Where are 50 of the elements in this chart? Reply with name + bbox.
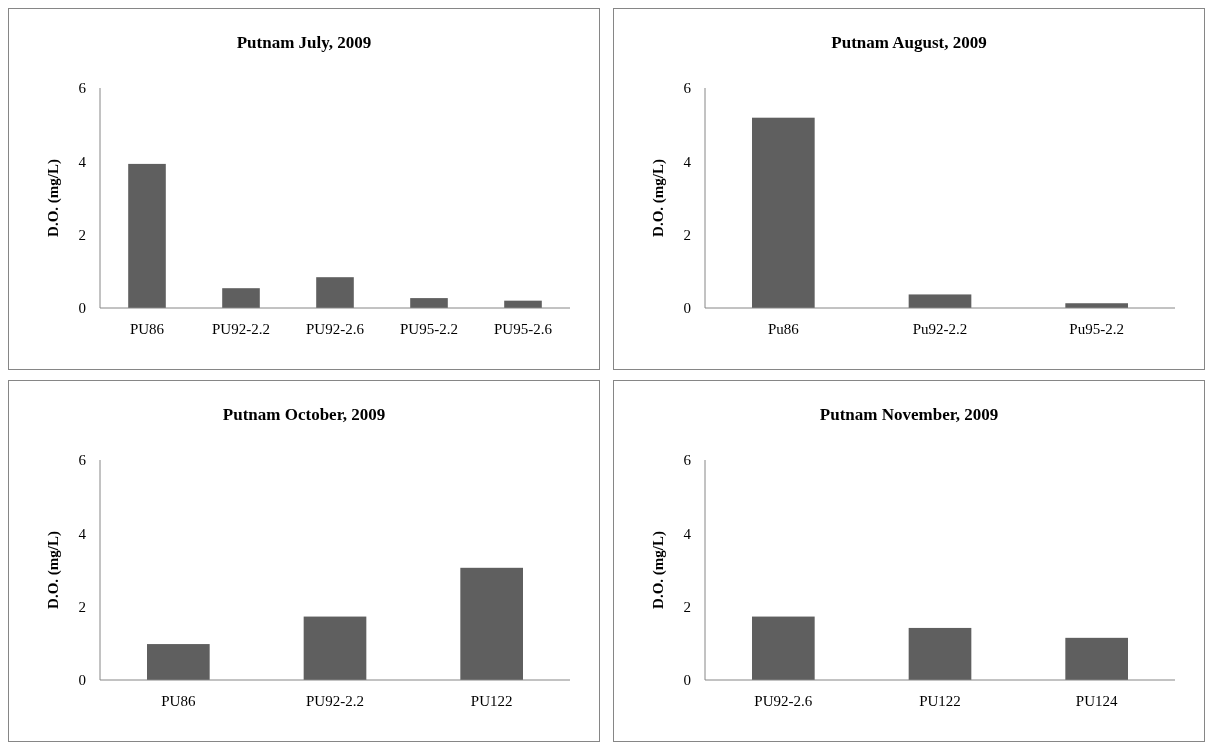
bar (303, 616, 367, 680)
y-axis-title: D.O. (mg/L) (45, 531, 62, 609)
bar (128, 163, 166, 308)
bar (908, 294, 972, 308)
y-tick-label: 0 (683, 300, 691, 317)
bar (752, 117, 815, 308)
x-tick-label: PU92-2.6 (306, 321, 365, 337)
bar (147, 644, 210, 680)
y-tick-label: 6 (683, 452, 692, 469)
chart-title: Putnam October, 2009 (222, 405, 386, 424)
y-tick-label: 6 (78, 80, 87, 97)
bar (1065, 637, 1128, 680)
x-tick-label: PU122 (470, 693, 513, 709)
y-tick-label: 2 (683, 226, 691, 243)
y-tick-label: 4 (78, 525, 87, 542)
bar (752, 616, 815, 680)
x-tick-label: Pu86 (767, 321, 800, 337)
bar (908, 627, 972, 680)
y-axis-title: D.O. (mg/L) (650, 531, 667, 609)
x-tick-label: PU124 (1075, 693, 1118, 709)
x-tick-label: PU92-2.6 (754, 693, 813, 709)
y-axis-title: D.O. (mg/L) (650, 159, 667, 237)
bar (222, 288, 260, 308)
bar (460, 567, 523, 680)
chart-title: Putnam August, 2009 (831, 33, 987, 52)
y-tick-label: 6 (78, 452, 87, 469)
y-tick-label: 4 (78, 153, 87, 170)
y-tick-label: 6 (683, 80, 692, 97)
y-tick-label: 4 (683, 153, 692, 170)
x-tick-label: PU92-2.2 (306, 693, 364, 709)
y-tick-label: 2 (683, 598, 691, 615)
chart-title: Putnam November, 2009 (819, 405, 999, 424)
bar (316, 277, 354, 308)
x-tick-label: PU92-2.2 (212, 321, 270, 337)
x-tick-label: PU95-2.2 (400, 321, 458, 337)
x-tick-label: Pu95-2.2 (1069, 321, 1124, 337)
x-tick-label: PU86 (129, 321, 165, 337)
chart-title: Putnam July, 2009 (236, 33, 372, 52)
y-tick-label: 0 (78, 672, 86, 689)
y-tick-label: 2 (78, 598, 86, 615)
y-tick-label: 0 (78, 300, 86, 317)
y-tick-label: 0 (683, 672, 691, 689)
y-tick-label: 4 (683, 525, 692, 542)
x-tick-label: PU95-2.6 (494, 321, 553, 337)
x-tick-label: PU122 (919, 693, 961, 709)
y-axis-title: D.O. (mg/L) (45, 159, 62, 237)
y-tick-label: 2 (78, 226, 86, 243)
bar (410, 298, 448, 308)
x-tick-label: PU86 (161, 693, 196, 709)
x-tick-label: Pu92-2.2 (912, 321, 968, 337)
